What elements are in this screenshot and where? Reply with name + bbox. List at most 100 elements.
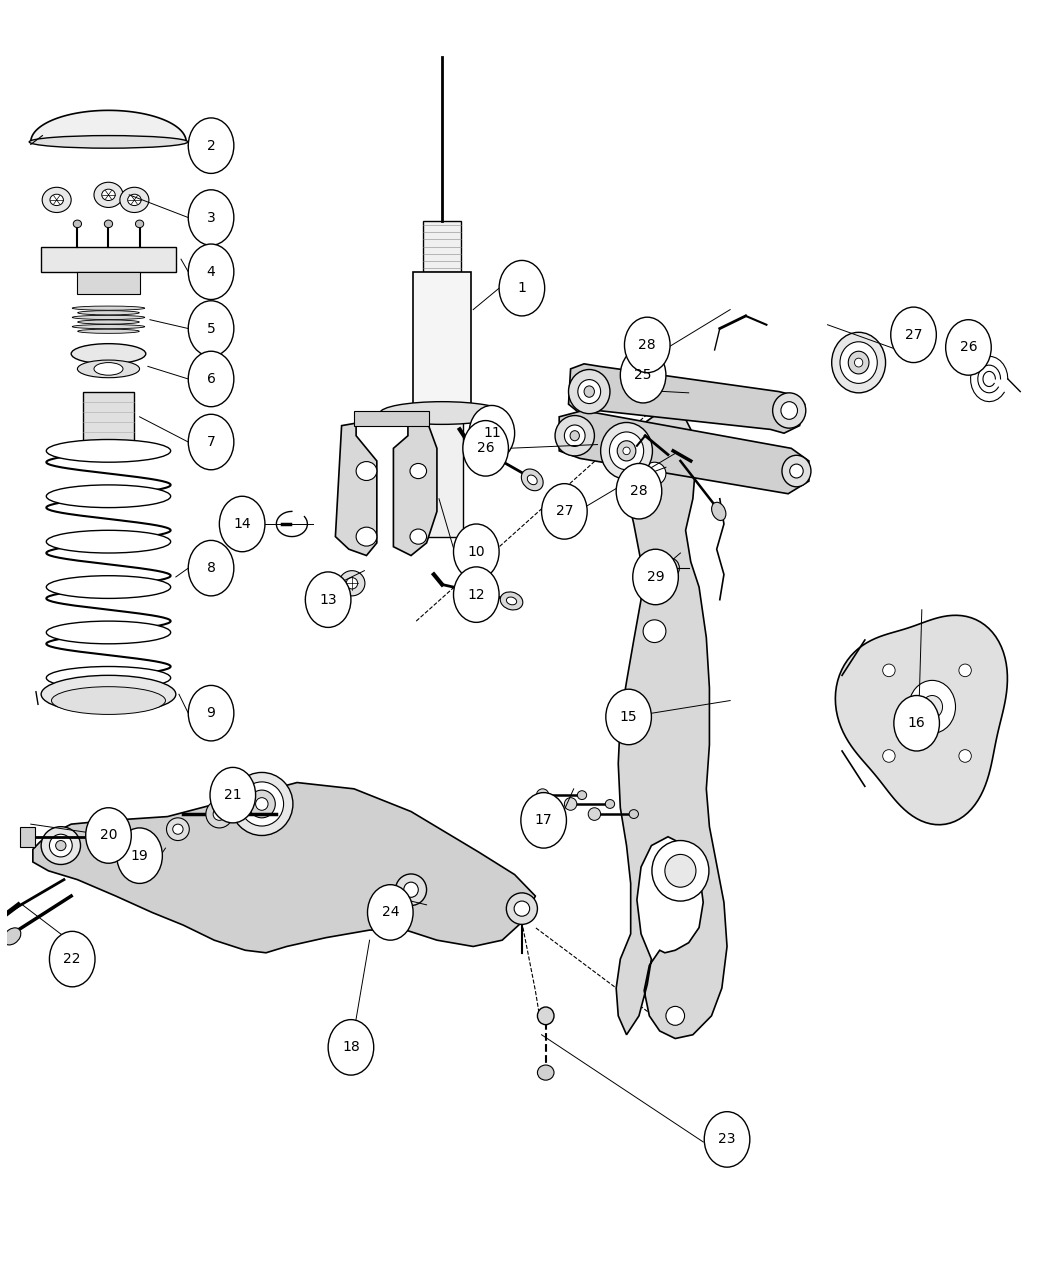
Ellipse shape <box>660 558 679 579</box>
Ellipse shape <box>46 530 171 553</box>
Circle shape <box>188 244 234 300</box>
Circle shape <box>188 686 234 741</box>
Ellipse shape <box>46 621 171 644</box>
Ellipse shape <box>578 790 587 799</box>
Ellipse shape <box>855 358 863 367</box>
Text: 12: 12 <box>467 588 485 602</box>
Ellipse shape <box>356 527 377 546</box>
Bar <box>41 246 175 272</box>
Ellipse shape <box>666 1006 685 1025</box>
Text: 8: 8 <box>207 561 215 575</box>
Ellipse shape <box>643 463 666 484</box>
Ellipse shape <box>773 393 805 428</box>
Ellipse shape <box>848 351 869 374</box>
Polygon shape <box>560 411 808 493</box>
Text: 13: 13 <box>319 593 337 607</box>
Ellipse shape <box>249 790 275 817</box>
Ellipse shape <box>564 798 576 811</box>
Ellipse shape <box>255 798 268 811</box>
Text: 19: 19 <box>130 849 148 863</box>
Ellipse shape <box>410 464 426 478</box>
Circle shape <box>188 351 234 407</box>
Ellipse shape <box>506 597 517 604</box>
Ellipse shape <box>588 808 601 820</box>
Ellipse shape <box>29 135 188 148</box>
Ellipse shape <box>601 422 652 479</box>
Text: 28: 28 <box>638 338 656 352</box>
Text: 14: 14 <box>233 516 251 530</box>
Polygon shape <box>335 423 377 556</box>
Ellipse shape <box>617 441 636 462</box>
Circle shape <box>454 567 499 622</box>
Text: 23: 23 <box>718 1132 736 1146</box>
Bar <box>83 391 134 442</box>
Polygon shape <box>616 411 727 1039</box>
Ellipse shape <box>380 402 504 425</box>
Ellipse shape <box>570 431 580 441</box>
Ellipse shape <box>78 329 140 333</box>
Text: 27: 27 <box>555 505 573 519</box>
Ellipse shape <box>46 484 171 507</box>
Circle shape <box>188 117 234 173</box>
Text: 29: 29 <box>647 570 665 584</box>
Ellipse shape <box>49 834 72 857</box>
Ellipse shape <box>356 462 377 481</box>
Ellipse shape <box>94 362 123 375</box>
Bar <box>354 411 428 426</box>
Ellipse shape <box>840 342 878 384</box>
Polygon shape <box>394 423 437 556</box>
Ellipse shape <box>629 810 638 819</box>
Text: 26: 26 <box>960 340 978 354</box>
Ellipse shape <box>94 182 123 208</box>
Text: 4: 4 <box>207 265 215 279</box>
Text: 16: 16 <box>908 717 925 731</box>
Circle shape <box>625 317 670 372</box>
Text: 9: 9 <box>207 706 215 720</box>
Polygon shape <box>836 616 1007 825</box>
Ellipse shape <box>832 333 885 393</box>
Ellipse shape <box>172 824 183 834</box>
Circle shape <box>633 550 678 604</box>
Ellipse shape <box>135 221 144 228</box>
Ellipse shape <box>74 221 82 228</box>
Ellipse shape <box>564 425 585 446</box>
Ellipse shape <box>46 576 171 598</box>
Text: 3: 3 <box>207 210 215 224</box>
Bar <box>20 826 35 847</box>
Ellipse shape <box>909 681 956 733</box>
Circle shape <box>188 190 234 245</box>
Ellipse shape <box>782 455 811 487</box>
Circle shape <box>469 405 514 462</box>
Ellipse shape <box>883 750 896 762</box>
Ellipse shape <box>666 564 675 574</box>
Ellipse shape <box>50 194 63 205</box>
Circle shape <box>542 483 587 539</box>
Ellipse shape <box>555 416 594 456</box>
Ellipse shape <box>167 817 189 840</box>
Ellipse shape <box>883 664 896 677</box>
Circle shape <box>368 885 413 940</box>
Circle shape <box>117 827 163 884</box>
Text: 5: 5 <box>207 321 215 335</box>
Text: 26: 26 <box>477 441 495 455</box>
Ellipse shape <box>41 826 81 864</box>
Ellipse shape <box>128 194 141 205</box>
Ellipse shape <box>623 448 630 455</box>
Ellipse shape <box>56 840 66 850</box>
Ellipse shape <box>78 311 140 315</box>
Text: 28: 28 <box>630 484 648 499</box>
Circle shape <box>521 793 566 848</box>
Circle shape <box>219 496 265 552</box>
Ellipse shape <box>527 476 538 484</box>
Ellipse shape <box>568 370 610 413</box>
Polygon shape <box>30 111 186 142</box>
Circle shape <box>188 301 234 356</box>
Circle shape <box>329 1020 374 1075</box>
Ellipse shape <box>538 1065 554 1080</box>
Text: 10: 10 <box>467 544 485 558</box>
Ellipse shape <box>104 221 112 228</box>
Ellipse shape <box>72 325 145 329</box>
Ellipse shape <box>514 901 529 917</box>
Ellipse shape <box>712 502 726 520</box>
Ellipse shape <box>3 928 21 945</box>
